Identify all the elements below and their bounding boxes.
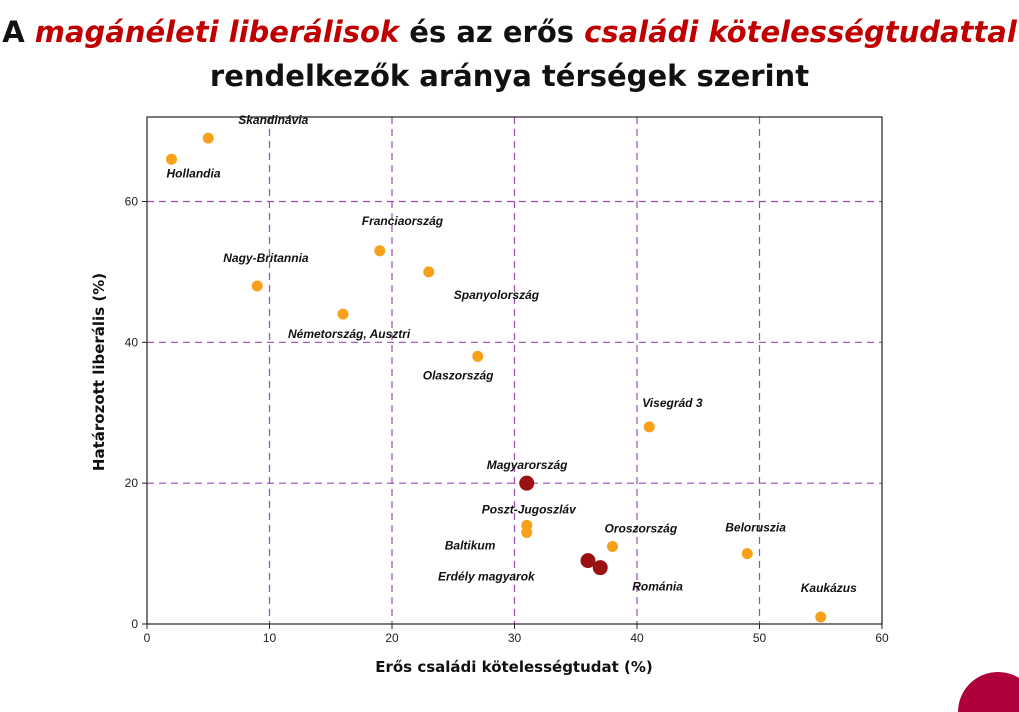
chart-title: A magánéleti liberálisok és az erős csal… (0, 10, 1019, 98)
point-label: Románia (632, 580, 683, 594)
title-part-1: A (2, 15, 35, 49)
scatter-chart: 0 10 20 30 40 50 60 0 20 40 60 Skandinávia Hollandi… (90, 113, 889, 676)
x-tick-label: 30 (508, 631, 522, 645)
point-label: Skandinávia (238, 113, 308, 127)
title-part-3: rendelkezők aránya térségek szerint (209, 59, 810, 93)
point-label: Olaszország (423, 368, 494, 382)
points-layer (166, 132, 827, 623)
data-point (519, 475, 535, 491)
data-point (815, 611, 827, 623)
x-tick-label: 0 (144, 631, 151, 645)
data-point (166, 153, 177, 165)
point-label: Németország, Ausztri (288, 327, 411, 341)
point-label: Kaukázus (801, 581, 857, 595)
ticks-layer: 0 10 20 30 40 50 60 0 20 40 60 (125, 195, 889, 646)
grid-layer (147, 117, 882, 624)
data-point (423, 266, 435, 278)
data-point (607, 541, 618, 553)
point-label: Nagy-Britannia (223, 251, 309, 265)
x-tick-label: 10 (263, 631, 277, 645)
data-point (643, 421, 655, 433)
title-highlight-liberals: magánéleti liberálisok (34, 15, 400, 49)
x-axis-label: Erős családi kötelességtudat (%) (375, 658, 653, 676)
point-label: Poszt-Jugoszláv (482, 502, 577, 516)
title-part-2: és az erős (399, 15, 585, 49)
point-label: Magyarország (487, 458, 568, 472)
data-point (580, 553, 596, 569)
point-label: Oroszország (605, 522, 678, 536)
x-tick-label: 60 (875, 631, 889, 645)
data-point (337, 308, 349, 320)
labels-layer: Skandinávia Hollandia Franciaország Spanyol… (167, 113, 858, 595)
data-point (521, 526, 533, 538)
data-point (202, 132, 214, 144)
data-point (374, 245, 386, 257)
point-label: Franciaország (362, 214, 444, 228)
point-label: Erdély magyarok (438, 570, 536, 584)
data-point (592, 560, 608, 576)
point-label: Hollandia (167, 166, 221, 180)
data-point (251, 280, 263, 292)
x-tick-label: 50 (753, 631, 767, 645)
point-label: Baltikum (445, 538, 496, 552)
x-tick-label: 40 (630, 631, 644, 645)
y-tick-label: 20 (125, 476, 139, 490)
point-label: Spanyolország (454, 288, 540, 302)
title-highlight-duty: családi kötelességtudattal (584, 15, 1017, 49)
data-point (741, 548, 753, 560)
x-tick-label: 20 (385, 631, 399, 645)
y-tick-label: 40 (125, 335, 139, 349)
y-tick-label: 0 (131, 617, 138, 631)
data-point (472, 350, 484, 362)
point-label: Visegrád 3 (642, 396, 703, 410)
y-tick-label: 60 (125, 195, 139, 209)
point-label: Beloruszia (725, 521, 786, 535)
y-axis-label: Határozott liberális (%) (90, 273, 108, 471)
